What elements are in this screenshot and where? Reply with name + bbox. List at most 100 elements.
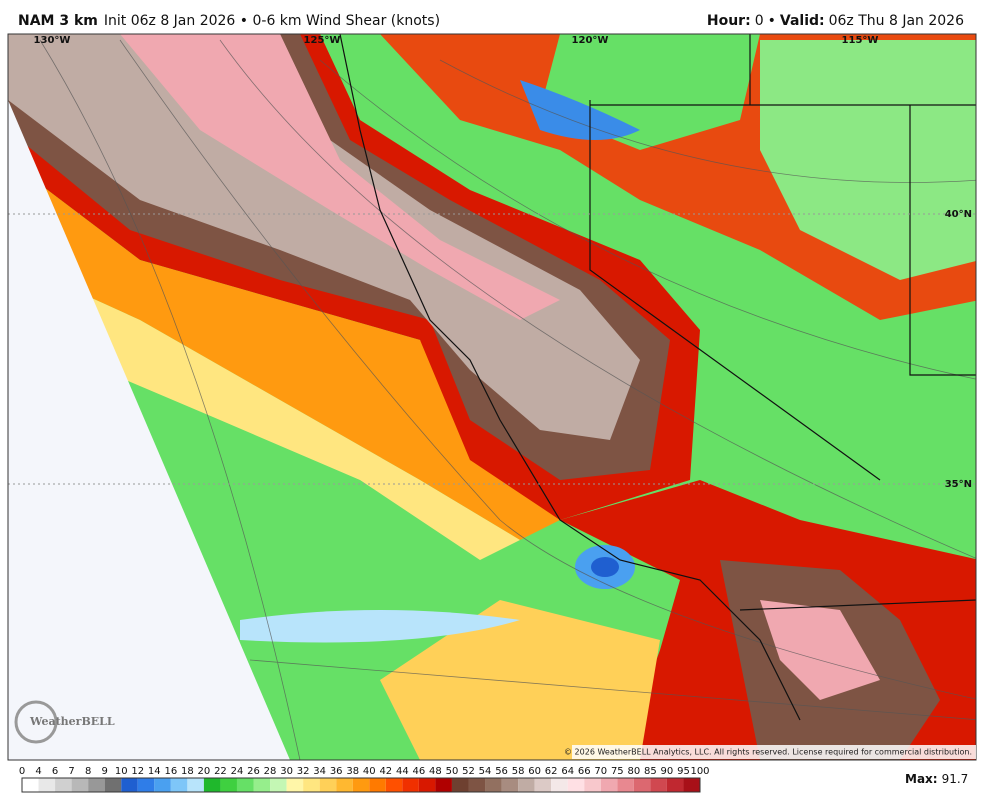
colorbar-label: 12 <box>131 766 144 777</box>
colorbar-swatch <box>518 778 535 792</box>
colorbar-swatch <box>600 778 618 792</box>
colorbar-label: 70 <box>594 766 607 777</box>
colorbar-label: 60 <box>528 766 541 777</box>
colorbar-swatch <box>38 778 56 792</box>
colorbar-swatch <box>402 778 419 792</box>
colorbar-swatch <box>633 778 651 792</box>
colorbar-label: 52 <box>462 766 475 777</box>
colorbar-swatch <box>121 778 138 792</box>
colorbar-label: 32 <box>297 766 310 777</box>
colorbar-swatch <box>286 778 304 792</box>
colorbar-label: 22 <box>214 766 227 777</box>
lon-label: 115°W <box>842 35 879 46</box>
colorbar-swatch <box>270 778 287 792</box>
colorbar-frame <box>21 777 701 793</box>
colorbar-swatch <box>137 778 155 792</box>
max-value: 91.7 <box>942 772 969 786</box>
colorbar-swatch <box>319 778 337 792</box>
colorbar-label: 62 <box>545 766 558 777</box>
colorbar: 0 4 6 7 8 9 10 12 14 16 18 20 22 24 26 28 30 32 34 36 38 40 42… <box>19 766 710 793</box>
colorbar-label: 40 <box>363 766 376 777</box>
colorbar-swatch <box>485 778 502 792</box>
colorbar-label: 64 <box>561 766 574 777</box>
lon-label: 120°W <box>572 35 609 46</box>
header-right: Hour: 0 • Valid: 06z Thu 8 Jan 2026 <box>707 13 964 29</box>
colorbar-swatch <box>418 778 436 792</box>
colorbar-label: 4 <box>35 766 41 777</box>
lat-label: 35°N <box>945 479 972 490</box>
colorbar-label: 46 <box>413 766 426 777</box>
colorbar-swatch <box>468 778 486 792</box>
colorbar-label: 10 <box>115 766 128 777</box>
separator: • <box>768 13 776 29</box>
colorbar-label: 42 <box>379 766 392 777</box>
colorbar-label: 85 <box>644 766 657 777</box>
colorbar-label: 44 <box>396 766 409 777</box>
colorbar-swatch <box>435 778 452 792</box>
colorbar-swatch <box>154 778 171 792</box>
valid: 06z Thu 8 Jan 2026 <box>829 13 964 29</box>
colorbar-swatch <box>369 778 386 792</box>
colorbar-label: 0 <box>19 766 25 777</box>
colorbar-label: 50 <box>446 766 459 777</box>
colorbar-swatch <box>534 778 552 792</box>
colorbar-label: 54 <box>479 766 492 777</box>
lat-label: 40°N <box>945 209 972 220</box>
colorbar-swatch <box>501 778 519 792</box>
colorbar-label: 24 <box>231 766 244 777</box>
model: NAM 3 km <box>18 13 98 29</box>
valid-label: Valid: <box>780 13 825 29</box>
colorbar-label: 100 <box>690 766 709 777</box>
colorbar-swatch <box>104 778 122 792</box>
colorbar-swatch <box>666 778 684 792</box>
colorbar-swatch <box>451 778 469 792</box>
colorbar-swatch <box>253 778 271 792</box>
colorbar-swatch <box>352 778 370 792</box>
colorbar-swatch <box>385 778 403 792</box>
colorbar-swatch <box>567 778 585 792</box>
hour-label: Hour: <box>707 13 751 29</box>
colorbar-swatch <box>551 778 568 792</box>
colorbar-label: 14 <box>148 766 161 777</box>
colorbar-swatch <box>236 778 254 792</box>
lon-label: 125°W <box>304 35 341 46</box>
colorbar-label: 90 <box>661 766 674 777</box>
init-field: Init 06z 8 Jan 2026 • 0-6 km Wind Shear … <box>104 13 440 29</box>
colorbar-swatch <box>71 778 89 792</box>
header-left: NAM 3 km Init 06z 8 Jan 2026 • 0-6 km Win… <box>18 13 440 29</box>
logo: WeatherBELL <box>14 700 115 744</box>
colorbar-swatch <box>187 778 204 792</box>
colorbar-label: 80 <box>627 766 640 777</box>
copyright: © 2026 WeatherBELL Analytics, LLC. All r… <box>564 748 972 757</box>
colorbar-swatch <box>203 778 221 792</box>
colorbar-label: 26 <box>247 766 260 777</box>
colorbar-swatch <box>55 778 72 792</box>
colorbar-label: 20 <box>198 766 211 777</box>
colorbar-label: 95 <box>677 766 690 777</box>
colorbar-swatch <box>88 778 105 792</box>
colorbar-label: 75 <box>611 766 624 777</box>
colorbar-swatch <box>170 778 188 792</box>
colorbar-label: 16 <box>164 766 177 777</box>
colorbar-swatch <box>650 778 667 792</box>
colorbar-swatch <box>303 778 320 792</box>
colorbar-label: 6 <box>52 766 58 777</box>
colorbar-label: 38 <box>346 766 359 777</box>
logo-text: WeatherBELL <box>29 715 115 728</box>
lon-label: 130°W <box>34 35 71 46</box>
colorbar-label: 56 <box>495 766 508 777</box>
colorbar-swatch <box>683 778 700 792</box>
colorbar-label: 28 <box>264 766 277 777</box>
colorbar-label: 34 <box>313 766 326 777</box>
colorbar-label: 9 <box>101 766 107 777</box>
colorbar-swatch <box>22 778 39 792</box>
colorbar-label: 8 <box>85 766 91 777</box>
colorbar-label: 7 <box>68 766 74 777</box>
colorbar-label: 66 <box>578 766 591 777</box>
colorbar-swatch <box>336 778 353 792</box>
max-label: Max: <box>905 772 938 786</box>
colorbar-swatch <box>617 778 634 792</box>
colorbar-swatch <box>220 778 237 792</box>
